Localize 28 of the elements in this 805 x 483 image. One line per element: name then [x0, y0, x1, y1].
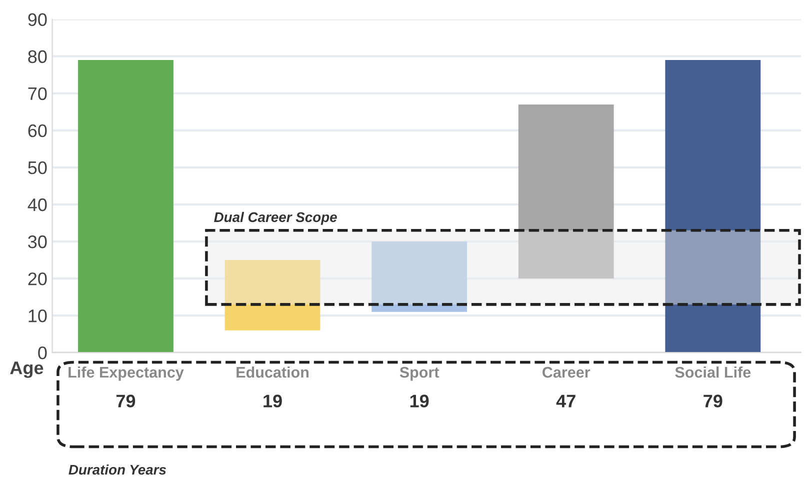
data-label: 79: [116, 394, 136, 408]
bar: [518, 104, 614, 279]
x-tick-label: Education: [236, 366, 308, 378]
y-tick-label: 30: [28, 235, 47, 248]
x-tick-label: Life Expectancy: [68, 366, 184, 381]
data-label: 19: [264, 394, 282, 408]
x-tick-label: Career: [542, 366, 590, 378]
y-tick-label: 20: [28, 272, 47, 286]
x-tick-label: Sport: [400, 366, 440, 381]
data-label: 19: [410, 394, 429, 408]
y-tick-label: 90: [28, 13, 47, 26]
y-tick-label: 10: [28, 309, 47, 322]
y-tick-label: 40: [28, 198, 47, 212]
y-tick-label: 60: [28, 124, 47, 138]
bar: [224, 260, 320, 330]
band-label: Dual Career Scope: [214, 212, 337, 225]
text: Duration Years: [68, 464, 166, 475]
data-label: 47: [556, 394, 576, 408]
x-tick-label: Social Life: [675, 366, 751, 378]
y-tick-label: 80: [28, 50, 47, 64]
text: Age: [10, 362, 44, 378]
bar: [372, 242, 468, 312]
y-tick-label: 50: [28, 161, 47, 174]
data-label: 79: [704, 394, 722, 408]
bar: [78, 60, 174, 353]
y-tick-label: 70: [28, 87, 47, 100]
bar: [665, 60, 761, 353]
y-tick-label: 0: [38, 346, 47, 360]
